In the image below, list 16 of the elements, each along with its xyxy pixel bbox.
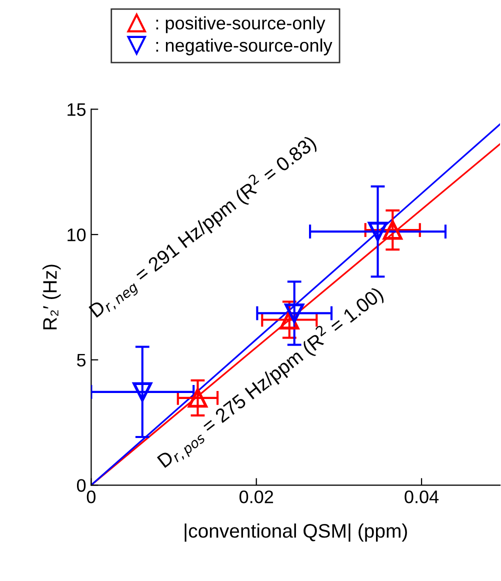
- legend-label: : negative-source-only: [156, 38, 332, 56]
- point: [368, 222, 388, 242]
- legend-label: : positive-source-only: [156, 16, 326, 34]
- x-tick-label: 0.04: [404, 490, 439, 504]
- point: [132, 382, 152, 402]
- x-tick-label: 0: [86, 490, 96, 504]
- y-axis-title: R₂′ (Hz): [42, 264, 61, 330]
- point: [382, 220, 402, 240]
- point: [188, 388, 208, 408]
- y-tick-label: 0: [76, 479, 86, 492]
- y-tick-label: 15: [68, 103, 86, 116]
- y-tick-label: 10: [68, 228, 86, 242]
- y-tick-label: 5: [77, 354, 86, 367]
- x-tick-label: 0.02: [239, 490, 274, 504]
- point: [284, 303, 304, 323]
- x-axis-title: |conventional QSM| (ppm): [184, 523, 407, 542]
